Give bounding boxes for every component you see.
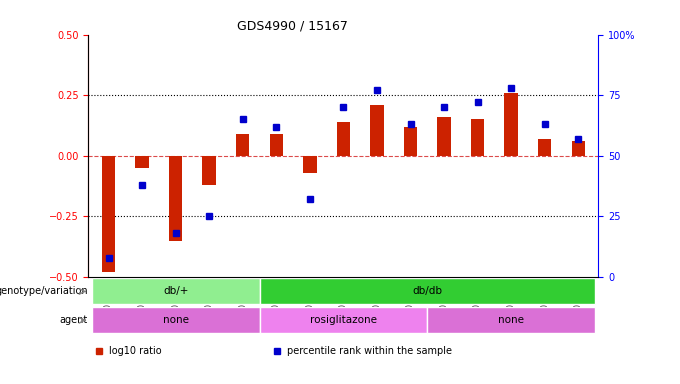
Bar [437, 117, 451, 156]
FancyBboxPatch shape [92, 278, 260, 305]
Bar [471, 119, 484, 156]
Text: rosiglitazone: rosiglitazone [310, 315, 377, 325]
Bar [169, 156, 182, 241]
FancyBboxPatch shape [427, 307, 595, 333]
Text: agent: agent [59, 315, 88, 325]
FancyBboxPatch shape [260, 307, 427, 333]
FancyBboxPatch shape [260, 278, 595, 305]
Bar [370, 105, 384, 156]
Bar [572, 141, 585, 156]
Bar [303, 156, 317, 173]
Text: db/+: db/+ [163, 286, 188, 296]
Text: genotype/variation: genotype/variation [0, 286, 88, 296]
Bar [135, 156, 149, 168]
Bar [269, 134, 283, 156]
Bar [404, 127, 418, 156]
Bar [505, 93, 518, 156]
Bar [102, 156, 115, 272]
Text: none: none [498, 315, 524, 325]
Bar [203, 156, 216, 185]
Text: log10 ratio: log10 ratio [109, 346, 161, 356]
Text: none: none [163, 315, 188, 325]
FancyBboxPatch shape [92, 307, 260, 333]
Bar [337, 122, 350, 156]
Bar [538, 139, 551, 156]
Text: percentile rank within the sample: percentile rank within the sample [287, 346, 452, 356]
Bar [236, 134, 250, 156]
Text: GDS4990 / 15167: GDS4990 / 15167 [237, 19, 348, 32]
Text: db/db: db/db [412, 286, 442, 296]
